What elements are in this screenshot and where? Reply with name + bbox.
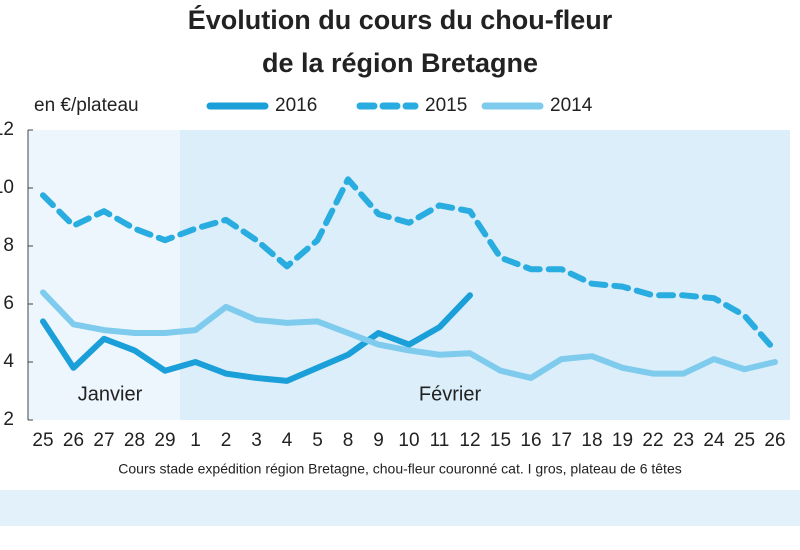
x-tick-label: 12 — [459, 430, 480, 451]
series-line — [40, 292, 473, 384]
x-tick-label: 24 — [703, 430, 725, 451]
x-tick-label: 25 — [32, 430, 53, 451]
footnote: Cours stade expédition région Bretagne, … — [118, 461, 681, 477]
annotation: Février — [419, 383, 482, 405]
x-tick-label: 25 — [734, 430, 755, 451]
x-tick-label: 5 — [312, 430, 323, 451]
x-tick-label: 26 — [63, 430, 84, 451]
x-tick-label: 3 — [251, 430, 262, 451]
bottom-strip — [0, 490, 800, 526]
x-tick-label: 26 — [764, 430, 785, 451]
x-tick-label: 18 — [581, 430, 602, 451]
y-tick-label: 4 — [3, 351, 14, 372]
y-tick-label: 8 — [3, 235, 14, 256]
january-background — [28, 130, 180, 420]
legend-label: 2015 — [425, 95, 467, 116]
x-tick-label: 28 — [124, 430, 145, 451]
annotation: Janvier — [78, 383, 143, 405]
x-tick-label: 8 — [343, 430, 354, 451]
x-tick-label: 19 — [612, 430, 633, 451]
chart-title: de la région Bretagne — [262, 48, 538, 78]
y-tick-label: 2 — [3, 409, 14, 430]
x-tick-label: 11 — [430, 430, 450, 451]
legend-label: 2016 — [275, 95, 317, 116]
x-tick-label: 10 — [398, 430, 419, 451]
x-tick-label: 9 — [373, 430, 384, 451]
legend-label: 2014 — [550, 95, 593, 116]
y-axis-label: en €/plateau — [34, 95, 139, 116]
x-tick-label: 16 — [520, 430, 541, 451]
x-tick-label: 27 — [93, 430, 114, 451]
x-tick-label: 22 — [642, 430, 663, 451]
x-tick-label: 2 — [221, 430, 232, 451]
x-tick-label: 23 — [673, 430, 694, 451]
chart-title: Évolution du cours du chou-fleur — [188, 4, 613, 35]
x-tick-label: 17 — [551, 430, 572, 451]
x-tick-label: 4 — [282, 430, 293, 451]
series-line — [40, 289, 778, 381]
y-tick-label: 12 — [0, 119, 14, 140]
y-tick-label: 6 — [3, 293, 14, 314]
y-tick-label: 10 — [0, 177, 14, 198]
x-tick-label: 1 — [190, 430, 201, 451]
x-tick-label: 15 — [490, 430, 511, 451]
series-line — [40, 176, 778, 354]
x-tick-label: 29 — [154, 430, 175, 451]
